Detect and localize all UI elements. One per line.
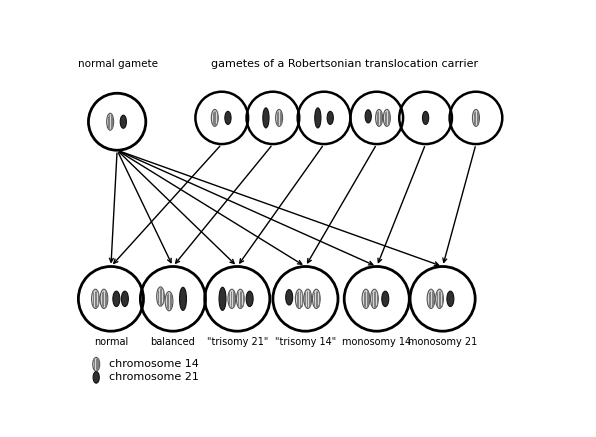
Ellipse shape — [225, 111, 231, 125]
Ellipse shape — [179, 287, 187, 310]
Ellipse shape — [275, 109, 283, 126]
Ellipse shape — [362, 289, 370, 309]
Ellipse shape — [228, 289, 235, 309]
Text: "trisomy 21": "trisomy 21" — [207, 337, 268, 347]
Ellipse shape — [473, 109, 479, 126]
Ellipse shape — [365, 110, 371, 123]
Ellipse shape — [285, 290, 293, 305]
Ellipse shape — [382, 291, 389, 306]
Ellipse shape — [113, 291, 120, 306]
Ellipse shape — [122, 291, 128, 306]
Ellipse shape — [447, 291, 454, 306]
Ellipse shape — [120, 115, 126, 128]
Ellipse shape — [383, 109, 390, 126]
Ellipse shape — [246, 291, 253, 306]
Text: normal gamete: normal gamete — [79, 59, 159, 69]
Ellipse shape — [219, 287, 226, 310]
Text: balanced: balanced — [151, 337, 195, 347]
Text: chromosome 14: chromosome 14 — [108, 359, 198, 369]
Ellipse shape — [436, 289, 443, 309]
Ellipse shape — [93, 371, 100, 383]
Ellipse shape — [93, 357, 100, 371]
Text: monosomy 14: monosomy 14 — [342, 337, 411, 347]
Ellipse shape — [107, 113, 114, 130]
Ellipse shape — [92, 289, 100, 309]
Ellipse shape — [327, 111, 333, 125]
Ellipse shape — [371, 289, 378, 309]
Ellipse shape — [263, 108, 269, 128]
Ellipse shape — [237, 289, 244, 309]
Text: normal: normal — [94, 337, 128, 347]
Text: monosomy 21: monosomy 21 — [408, 337, 477, 347]
Text: gametes of a Robertsonian translocation carrier: gametes of a Robertsonian translocation … — [210, 59, 478, 69]
Ellipse shape — [212, 109, 218, 126]
Ellipse shape — [296, 289, 303, 309]
Ellipse shape — [423, 111, 429, 125]
Text: chromosome 21: chromosome 21 — [108, 372, 198, 382]
Ellipse shape — [100, 289, 108, 309]
Ellipse shape — [165, 291, 173, 311]
Ellipse shape — [304, 289, 312, 309]
Ellipse shape — [375, 109, 383, 126]
Ellipse shape — [312, 289, 320, 309]
Ellipse shape — [157, 287, 164, 306]
Ellipse shape — [427, 289, 435, 309]
Ellipse shape — [315, 108, 321, 128]
Text: "trisomy 14": "trisomy 14" — [275, 337, 336, 347]
